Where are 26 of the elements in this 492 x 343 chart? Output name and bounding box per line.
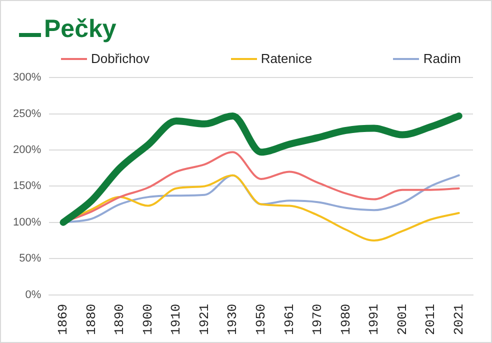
legend-label: Ratenice bbox=[260, 51, 312, 66]
y-tick-label: 0% bbox=[25, 288, 42, 301]
legend-label: Dobřichov bbox=[91, 51, 150, 66]
x-tick-label: 1880 bbox=[84, 304, 99, 336]
x-tick-label: 1950 bbox=[254, 304, 269, 336]
y-tick-label: 100% bbox=[12, 216, 42, 228]
x-tick-label: 1910 bbox=[168, 304, 184, 336]
x-tick-label: 2021 bbox=[451, 304, 466, 336]
legend-label: Pečky bbox=[44, 15, 116, 43]
y-tick-label: 200% bbox=[12, 144, 42, 156]
x-tick-label: 1961 bbox=[282, 304, 297, 336]
x-tick-label: 1921 bbox=[196, 304, 212, 336]
y-tick-label: 50% bbox=[19, 252, 42, 265]
x-tick-label: 1991 bbox=[366, 304, 382, 336]
x-tick-label: 1970 bbox=[310, 304, 326, 336]
legend-label: Radim bbox=[423, 51, 461, 66]
x-tick-label: 2001 bbox=[394, 304, 410, 336]
y-tick-label: 300% bbox=[12, 72, 42, 84]
y-tick-label: 250% bbox=[12, 108, 42, 120]
x-tick-label: 1900 bbox=[140, 304, 156, 336]
x-tick-label: 1980 bbox=[338, 304, 354, 336]
y-tick-label: 150% bbox=[12, 180, 42, 192]
x-tick-label: 1869 bbox=[56, 304, 71, 336]
x-tick-label: 1890 bbox=[112, 304, 128, 336]
x-tick-label: 2011 bbox=[423, 304, 438, 336]
x-tick-label: 1930 bbox=[225, 304, 240, 336]
